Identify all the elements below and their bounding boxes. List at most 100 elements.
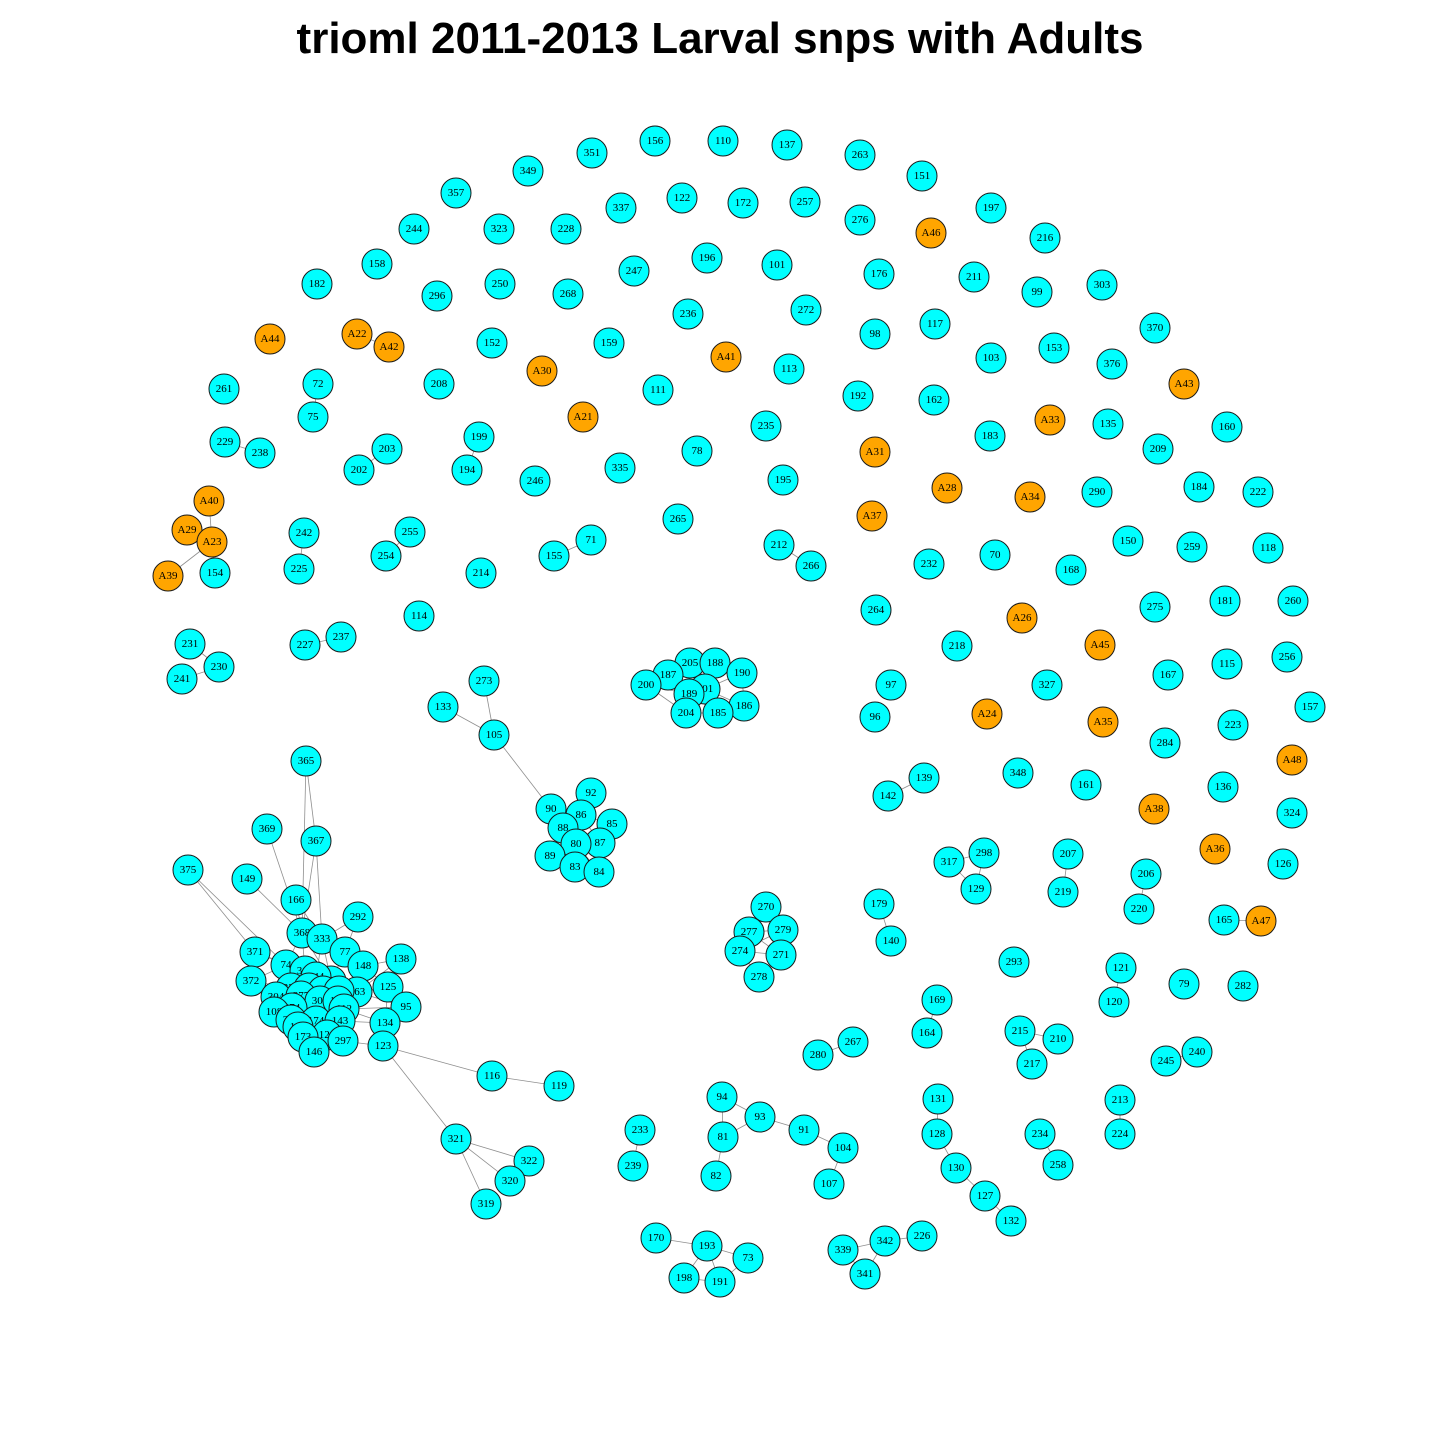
node-circle-91 xyxy=(788,1114,820,1146)
node-label-202: 202 xyxy=(351,464,368,476)
node-label-263: 263 xyxy=(852,149,869,161)
node-label-139: 139 xyxy=(916,772,933,784)
node-circle-153 xyxy=(1038,332,1070,364)
node-circle-A30 xyxy=(526,355,558,387)
node-label-120: 120 xyxy=(1106,996,1123,1008)
node-label-133: 133 xyxy=(435,701,452,713)
node-label-93: 93 xyxy=(755,1111,767,1123)
node-134: 134 xyxy=(369,1007,401,1039)
node-164: 164 xyxy=(911,1017,943,1049)
node-219: 219 xyxy=(1047,876,1079,908)
node-circle-A48 xyxy=(1276,744,1308,776)
node-label-271: 271 xyxy=(773,949,790,961)
node-label-277: 277 xyxy=(741,926,758,938)
node-circle-101 xyxy=(761,249,793,281)
node-204: 204 xyxy=(670,697,702,729)
node-78: 78 xyxy=(681,435,713,467)
node-label-A21: A21 xyxy=(574,411,593,423)
node-circle-107 xyxy=(813,1168,845,1200)
node-circle-222 xyxy=(1242,476,1274,508)
node-circle-319 xyxy=(470,1188,502,1220)
node-274: 274 xyxy=(724,935,756,967)
node-72: 72 xyxy=(302,368,334,400)
node-circle-199 xyxy=(463,421,495,453)
node-341: 341 xyxy=(849,1258,881,1290)
node-circle-245 xyxy=(1150,1045,1182,1077)
node-circle-120 xyxy=(1098,986,1130,1018)
node-label-115: 115 xyxy=(1219,658,1236,670)
node-label-161: 161 xyxy=(1078,779,1095,791)
node-label-179: 179 xyxy=(871,898,888,910)
node-348: 348 xyxy=(1002,757,1034,789)
node-label-152: 152 xyxy=(484,337,501,349)
node-circle-161 xyxy=(1070,769,1102,801)
node-160: 160 xyxy=(1211,411,1243,443)
node-label-126: 126 xyxy=(1275,858,1292,870)
node-label-276: 276 xyxy=(852,214,869,226)
node-label-A40: A40 xyxy=(200,495,219,507)
node-A30: A30 xyxy=(526,355,558,387)
node-label-341: 341 xyxy=(857,1268,874,1280)
node-A33: A33 xyxy=(1034,404,1066,436)
node-label-368: 368 xyxy=(294,927,311,939)
node-365: 365 xyxy=(290,745,322,777)
node-280: 280 xyxy=(802,1039,834,1071)
node-circle-232 xyxy=(913,548,945,580)
node-label-A42: A42 xyxy=(380,341,399,353)
node-circle-182 xyxy=(301,268,333,300)
node-circle-239 xyxy=(617,1150,649,1182)
node-circle-A43 xyxy=(1168,368,1200,400)
node-245: 245 xyxy=(1150,1045,1182,1077)
node-circle-146 xyxy=(298,1036,330,1068)
node-322: 322 xyxy=(513,1145,545,1177)
node-label-320: 320 xyxy=(502,1175,519,1187)
node-212: 212 xyxy=(763,529,795,561)
node-circle-349 xyxy=(512,155,544,187)
node-circle-157 xyxy=(1294,691,1326,723)
node-circle-A44 xyxy=(254,323,286,355)
node-A29: A29 xyxy=(171,514,203,546)
node-label-127: 127 xyxy=(977,1190,994,1202)
node-label-A39: A39 xyxy=(159,570,178,582)
node-155: 155 xyxy=(538,540,570,572)
node-label-70: 70 xyxy=(990,549,1002,561)
node-circle-194 xyxy=(451,454,483,486)
node-319: 319 xyxy=(470,1188,502,1220)
node-label-184: 184 xyxy=(1191,481,1208,493)
node-circle-204 xyxy=(670,697,702,729)
node-A45: A45 xyxy=(1084,629,1116,661)
node-label-A24: A24 xyxy=(978,708,997,720)
node-372: 372 xyxy=(235,965,267,997)
node-circle-265 xyxy=(662,503,694,535)
node-label-149: 149 xyxy=(239,873,256,885)
node-label-192: 192 xyxy=(850,390,867,402)
node-circle-A23 xyxy=(196,526,228,558)
node-circle-A41 xyxy=(710,341,742,373)
node-label-224: 224 xyxy=(1112,1128,1129,1140)
node-215: 215 xyxy=(1004,1015,1036,1047)
node-circle-203 xyxy=(371,433,403,465)
node-label-189: 189 xyxy=(681,688,698,700)
node-label-165: 165 xyxy=(1216,914,1233,926)
node-256: 256 xyxy=(1271,641,1303,673)
node-242: 242 xyxy=(288,517,320,549)
node-circle-73 xyxy=(732,1242,764,1274)
node-A22: A22 xyxy=(341,318,373,350)
node-162: 162 xyxy=(918,384,950,416)
node-209: 209 xyxy=(1142,433,1174,465)
node-216: 216 xyxy=(1029,222,1061,254)
node-123: 123 xyxy=(367,1030,399,1062)
node-label-193: 193 xyxy=(699,1240,716,1252)
node-98: 98 xyxy=(859,318,891,350)
node-label-99: 99 xyxy=(1032,286,1044,298)
node-circle-197 xyxy=(975,192,1007,224)
node-label-166: 166 xyxy=(288,894,305,906)
node-217: 217 xyxy=(1016,1048,1048,1080)
node-label-111: 111 xyxy=(650,384,666,396)
node-circle-A42 xyxy=(373,331,405,363)
node-circle-234 xyxy=(1024,1118,1056,1150)
node-circle-104 xyxy=(827,1132,859,1164)
node-107: 107 xyxy=(813,1168,845,1200)
node-333: 333 xyxy=(306,923,338,955)
node-label-267: 267 xyxy=(845,1036,862,1048)
